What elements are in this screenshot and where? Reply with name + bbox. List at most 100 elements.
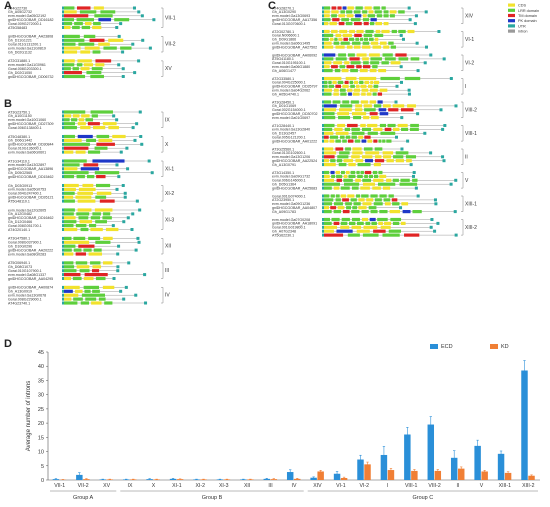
- bar-kd: [387, 470, 395, 480]
- exon-block: [356, 65, 362, 69]
- exon-block: [339, 88, 346, 92]
- exon-block: [86, 71, 102, 75]
- exon-block: [103, 236, 113, 240]
- exon-block: [366, 198, 374, 202]
- exon-block: [372, 170, 378, 175]
- gene-name: gnlDHGCGOBAR_DD30702: [272, 112, 318, 116]
- exon-block: [373, 139, 378, 143]
- exon-block: [369, 88, 378, 92]
- exon-block: [102, 122, 117, 126]
- utr-block: [121, 184, 125, 187]
- utr-block: [62, 6, 64, 10]
- exon-block: [364, 108, 376, 112]
- bar-kd: [364, 464, 371, 480]
- utr-block: [322, 45, 324, 49]
- exon-block: [86, 175, 95, 179]
- utr-block: [322, 88, 324, 92]
- exon-block: [380, 225, 391, 229]
- exon-block: [324, 202, 333, 206]
- exon-block: [104, 301, 113, 305]
- exon-block: [324, 123, 335, 128]
- utr-block: [62, 122, 64, 126]
- exon-block: [77, 6, 91, 10]
- exon-block: [335, 170, 340, 175]
- exon-block: [383, 14, 389, 18]
- exon-block: [64, 50, 78, 54]
- exon-block: [363, 104, 372, 108]
- exon-block: [76, 212, 90, 216]
- exon-block: [350, 18, 361, 22]
- bar-ecd: [357, 459, 364, 480]
- exon-block: [334, 69, 341, 73]
- gene-name: gnlDHGCGOBAR_AA20222: [8, 248, 53, 252]
- exon-block: [90, 216, 101, 220]
- exon-block: [395, 159, 405, 163]
- exon-block: [377, 217, 388, 222]
- gene-name: Gh_D03G0913: [8, 184, 32, 188]
- clade-label: XIV: [465, 13, 474, 19]
- utr-block: [322, 221, 324, 225]
- exon-block: [375, 22, 382, 26]
- exon-block: [381, 61, 389, 65]
- exon-block: [372, 186, 381, 190]
- exon-block: [346, 10, 353, 14]
- exon-block: [370, 80, 374, 84]
- exon-block: [373, 104, 382, 108]
- gene-name: Gorai.008G051700.1: [8, 224, 42, 228]
- utr-block: [136, 236, 140, 240]
- exon-block: [74, 22, 83, 26]
- clade-label: XII: [165, 244, 171, 250]
- exon-block: [78, 216, 89, 220]
- utr-block: [137, 10, 141, 14]
- exon-block: [347, 53, 355, 57]
- exon-block: [89, 38, 105, 42]
- exon-block: [64, 236, 72, 240]
- utr-block: [62, 261, 64, 265]
- utr-block: [125, 146, 129, 150]
- x-tick-label: XI-3: [219, 483, 229, 489]
- utr-block: [62, 59, 64, 63]
- exon-block: [379, 88, 388, 92]
- utr-block: [132, 6, 136, 10]
- exon-block: [349, 57, 360, 61]
- exon-block: [353, 202, 361, 206]
- utr-block: [62, 26, 64, 29]
- legend-label-kd: KD: [501, 344, 509, 350]
- exon-block: [64, 175, 75, 179]
- utr-block: [454, 233, 458, 237]
- exon-block: [64, 22, 73, 26]
- gene-name: Gorai.005G121200.1: [272, 136, 306, 140]
- x-tick-label: VIII-1: [405, 483, 418, 489]
- legend-swatch-ecd: [430, 344, 438, 349]
- clade-bracket: [161, 160, 164, 177]
- exon-block: [90, 261, 101, 265]
- x-tick-label: VI-1: [336, 483, 346, 489]
- exon-block: [335, 84, 341, 88]
- exon-block: [363, 61, 369, 65]
- exon-block: [358, 135, 364, 139]
- exon-block: [324, 92, 332, 96]
- gene-panel-a: AT4G22730Gh_A05G2732evm.model.Ga05G2192g…: [8, 6, 176, 79]
- bar-ecd: [497, 453, 505, 480]
- gene-name: AT2G33580.1: [272, 77, 294, 81]
- exon-block: [340, 225, 350, 229]
- exon-block: [357, 163, 371, 167]
- exon-block: [370, 194, 378, 198]
- gene-name: evm.model.Ga10G1060: [8, 118, 46, 122]
- exon-block: [374, 10, 382, 14]
- clade-bracket: [161, 7, 164, 28]
- utr-block: [62, 46, 64, 50]
- utr-block: [62, 289, 64, 293]
- exon-block: [370, 22, 375, 26]
- utr-block: [322, 108, 324, 112]
- clade-bracket: [461, 195, 464, 212]
- exon-block: [345, 170, 350, 175]
- clade-bracket: [161, 185, 164, 202]
- gene-name: AT1G28440.1: [272, 124, 294, 128]
- gene-name: Gorai.004G247400.1: [8, 192, 42, 196]
- exon-block: [379, 41, 387, 45]
- legend-swatch-pk-domain: [508, 19, 515, 23]
- utr-block: [119, 289, 123, 293]
- exon-block: [337, 112, 349, 116]
- x-tick-label: XV: [103, 483, 110, 489]
